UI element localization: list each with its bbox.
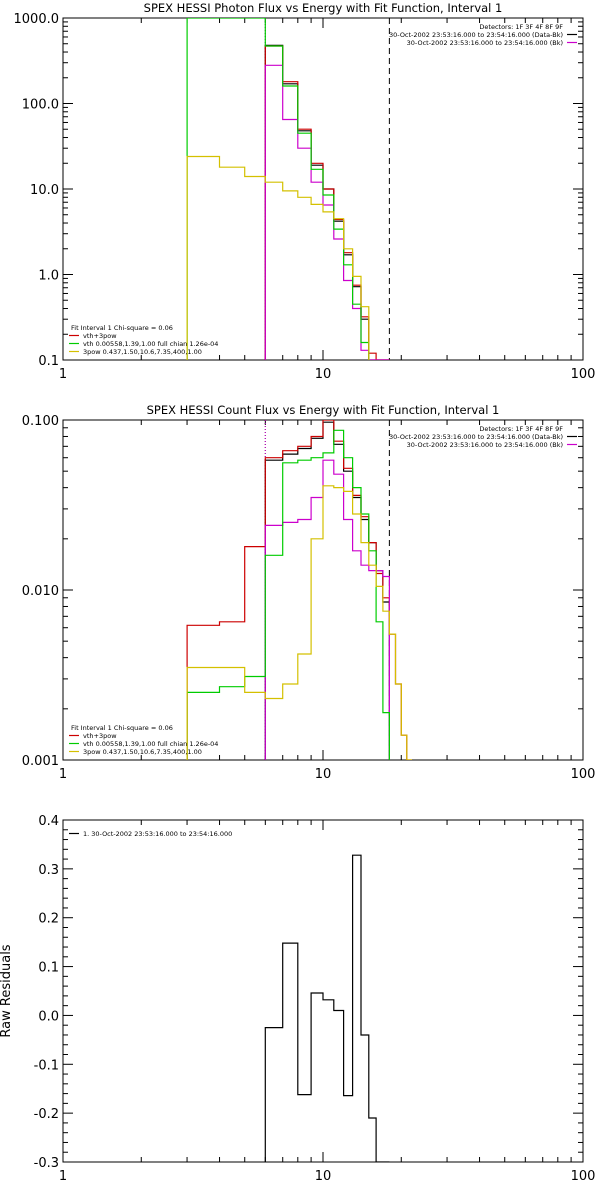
y-tick-label: 100.0 <box>22 98 59 113</box>
x-tick-label: 100 <box>571 367 596 382</box>
y-tick-label: 0.1 <box>38 354 59 369</box>
x-tick-label: 10 <box>315 367 332 382</box>
header-text: 30-Oct-2002 23:53:16.000 to 23:54:16.000… <box>407 39 563 47</box>
y-tick-label: 0.1 <box>38 961 59 976</box>
y-tick-label: 0.001 <box>22 754 59 769</box>
y-tick-label: 0.100 <box>22 414 59 429</box>
histogram-series <box>264 45 390 360</box>
histogram-series <box>264 64 390 360</box>
y-tick-label: 1000.0 <box>14 12 60 27</box>
y-tick-label: 0.4 <box>38 814 59 829</box>
legend-text: 3pow 0.437,1.50,10.6,7.35,400,1.00 <box>83 348 202 356</box>
legend-text: vth+3pow <box>83 332 117 340</box>
legend-text: vth 0.00558,1.39,1.00 full chian 1.26e-0… <box>83 340 218 348</box>
chart-title: SPEX HESSI Count Flux vs Energy with Fit… <box>147 403 500 417</box>
histogram-series <box>264 44 390 360</box>
y-tick-label: 0.010 <box>22 584 59 599</box>
y-tick-label: 0.0 <box>38 1009 59 1024</box>
y-tick-label: -0.2 <box>34 1107 59 1122</box>
chart-title: SPEX HESSI Photon Flux vs Energy with Fi… <box>144 1 503 15</box>
residuals-chart: Raw Residuals 1 10 100 -0.3 -0.2 -0.1 0.0 0.1 0.2… <box>0 814 596 1184</box>
y-tick-label: 10.0 <box>30 183 59 198</box>
plot-area <box>186 18 390 360</box>
legend-text: Fit Interval 1 Chi-square = 0.06 <box>71 324 173 332</box>
x-tick-label: 1 <box>59 1169 67 1184</box>
x-tick-label: 10 <box>315 767 332 782</box>
plot-area <box>264 854 390 1162</box>
plot-area <box>186 420 412 760</box>
histogram-series <box>186 18 370 360</box>
legend-text: 1. 30-Oct-2002 23:53:16.000 to 23:54:16.… <box>83 830 232 838</box>
x-tick-label: 1 <box>59 767 67 782</box>
y-tick-label: 1.0 <box>38 269 59 284</box>
histogram-series <box>186 485 412 760</box>
x-tick-label: 100 <box>571 1169 596 1184</box>
legend-text: vth 0.00558,1.39,1.00 full chian 1.26e-0… <box>83 740 218 748</box>
header-text: Detectors: 1F 3F 4F 8F 9F <box>479 23 563 31</box>
legend-text: vth+3pow <box>83 732 117 740</box>
y-tick-label: -0.1 <box>34 1058 59 1073</box>
x-tick-label: 100 <box>571 767 596 782</box>
legend-text: Fit Interval 1 Chi-square = 0.06 <box>71 724 173 732</box>
histogram-series <box>264 421 390 760</box>
header-text: 30-Oct-2002 23:53:16.000 to 23:54:16.000… <box>407 441 563 449</box>
plot-frame <box>62 819 584 1163</box>
histogram-series <box>264 459 390 760</box>
x-tick-label: 10 <box>315 1169 332 1184</box>
histogram-series <box>186 420 412 760</box>
header-text: 30-Oct-2002 23:53:16.000 to 23:54:16.000… <box>389 31 563 39</box>
histogram-series <box>186 155 370 360</box>
x-tick-label: 1 <box>59 367 67 382</box>
count-flux-chart: SPEX HESSI Count Flux vs Energy with Fit… <box>22 403 596 782</box>
photon-flux-chart: SPEX HESSI Photon Flux vs Energy with Fi… <box>14 1 596 382</box>
y-tick-label: 0.3 <box>38 863 59 878</box>
legend-text: 3pow 0.437,1.50,10.6,7.35,400,1.00 <box>83 748 202 756</box>
histogram-series <box>186 429 390 760</box>
y-axis-label: Raw Residuals <box>0 944 14 1037</box>
y-tick-label: -0.3 <box>34 1156 59 1171</box>
y-tick-label: 0.2 <box>38 912 59 927</box>
header-text: Detectors: 1F 3F 4F 8F 9F <box>479 425 563 433</box>
histogram-series <box>264 854 390 1162</box>
header-text: 30-Oct-2002 23:53:16.000 to 23:54:16.000… <box>389 433 563 441</box>
